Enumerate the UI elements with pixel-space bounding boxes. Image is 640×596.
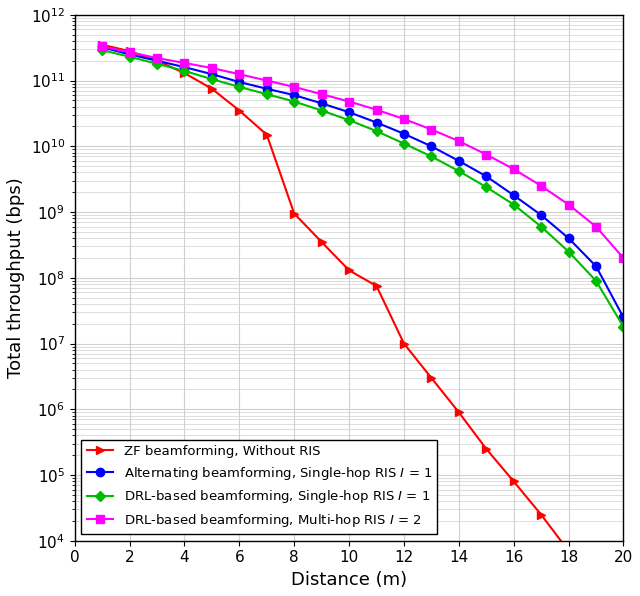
DRL-based beamforming, Single-hop RIS $I$ = 1 (428, 153, 435, 160)
Line: Alternating beamforming, Single-hop RIS $I$ = 1: Alternating beamforming, Single-hop RIS … (98, 43, 628, 321)
DRL-based beamforming, Multi-hop RIS $I$ = 2 (291, 83, 298, 91)
DRL-based beamforming, Single-hop RIS $I$ = 1 (483, 184, 490, 191)
ZF beamforming, Without RIS (125, 48, 133, 55)
Alternating beamforming, Single-hop RIS $I$ = 1 (180, 64, 188, 71)
DRL-based beamforming, Single-hop RIS $I$ = 1 (125, 53, 133, 60)
X-axis label: Distance (m): Distance (m) (291, 571, 407, 589)
ZF beamforming, Without RIS (263, 131, 271, 138)
Alternating beamforming, Single-hop RIS $I$ = 1 (538, 212, 545, 219)
ZF beamforming, Without RIS (208, 85, 216, 92)
DRL-based beamforming, Single-hop RIS $I$ = 1 (153, 60, 161, 67)
DRL-based beamforming, Single-hop RIS $I$ = 1 (372, 128, 380, 135)
DRL-based beamforming, Multi-hop RIS $I$ = 2 (455, 138, 463, 145)
DRL-based beamforming, Multi-hop RIS $I$ = 2 (428, 126, 435, 133)
DRL-based beamforming, Single-hop RIS $I$ = 1 (263, 91, 271, 98)
DRL-based beamforming, Single-hop RIS $I$ = 1 (620, 323, 627, 330)
DRL-based beamforming, Multi-hop RIS $I$ = 2 (483, 151, 490, 158)
ZF beamforming, Without RIS (538, 511, 545, 518)
Line: ZF beamforming, Without RIS: ZF beamforming, Without RIS (98, 41, 628, 596)
ZF beamforming, Without RIS (428, 374, 435, 381)
ZF beamforming, Without RIS (345, 267, 353, 274)
Alternating beamforming, Single-hop RIS $I$ = 1 (510, 192, 518, 199)
ZF beamforming, Without RIS (483, 445, 490, 452)
Alternating beamforming, Single-hop RIS $I$ = 1 (125, 51, 133, 58)
ZF beamforming, Without RIS (318, 238, 326, 246)
DRL-based beamforming, Single-hop RIS $I$ = 1 (236, 83, 243, 91)
Alternating beamforming, Single-hop RIS $I$ = 1 (620, 314, 627, 321)
DRL-based beamforming, Single-hop RIS $I$ = 1 (208, 76, 216, 83)
DRL-based beamforming, Single-hop RIS $I$ = 1 (400, 140, 408, 147)
Alternating beamforming, Single-hop RIS $I$ = 1 (592, 263, 600, 270)
Line: DRL-based beamforming, Multi-hop RIS $I$ = 2: DRL-based beamforming, Multi-hop RIS $I$… (98, 42, 628, 262)
DRL-based beamforming, Multi-hop RIS $I$ = 2 (180, 60, 188, 67)
Alternating beamforming, Single-hop RIS $I$ = 1 (153, 57, 161, 64)
Alternating beamforming, Single-hop RIS $I$ = 1 (263, 85, 271, 92)
DRL-based beamforming, Multi-hop RIS $I$ = 2 (620, 254, 627, 262)
DRL-based beamforming, Single-hop RIS $I$ = 1 (345, 117, 353, 124)
ZF beamforming, Without RIS (153, 57, 161, 64)
ZF beamforming, Without RIS (510, 478, 518, 485)
DRL-based beamforming, Single-hop RIS $I$ = 1 (564, 248, 572, 255)
DRL-based beamforming, Multi-hop RIS $I$ = 2 (236, 70, 243, 77)
DRL-based beamforming, Single-hop RIS $I$ = 1 (291, 98, 298, 105)
Legend: ZF beamforming, Without RIS, Alternating beamforming, Single-hop RIS $I$ = 1, DR: ZF beamforming, Without RIS, Alternating… (81, 440, 438, 534)
DRL-based beamforming, Multi-hop RIS $I$ = 2 (208, 64, 216, 72)
DRL-based beamforming, Single-hop RIS $I$ = 1 (538, 223, 545, 230)
DRL-based beamforming, Multi-hop RIS $I$ = 2 (592, 223, 600, 230)
DRL-based beamforming, Multi-hop RIS $I$ = 2 (263, 77, 271, 84)
DRL-based beamforming, Multi-hop RIS $I$ = 2 (99, 43, 106, 50)
DRL-based beamforming, Multi-hop RIS $I$ = 2 (400, 116, 408, 123)
ZF beamforming, Without RIS (455, 409, 463, 416)
ZF beamforming, Without RIS (291, 210, 298, 217)
DRL-based beamforming, Multi-hop RIS $I$ = 2 (125, 49, 133, 56)
Y-axis label: Total throughput (bps): Total throughput (bps) (7, 178, 25, 378)
ZF beamforming, Without RIS (372, 283, 380, 290)
ZF beamforming, Without RIS (236, 107, 243, 114)
Alternating beamforming, Single-hop RIS $I$ = 1 (564, 235, 572, 242)
Alternating beamforming, Single-hop RIS $I$ = 1 (318, 100, 326, 107)
DRL-based beamforming, Multi-hop RIS $I$ = 2 (564, 201, 572, 208)
Alternating beamforming, Single-hop RIS $I$ = 1 (99, 44, 106, 51)
Alternating beamforming, Single-hop RIS $I$ = 1 (372, 119, 380, 126)
DRL-based beamforming, Single-hop RIS $I$ = 1 (318, 107, 326, 114)
Line: DRL-based beamforming, Single-hop RIS $I$ = 1: DRL-based beamforming, Single-hop RIS $I… (99, 46, 627, 330)
ZF beamforming, Without RIS (564, 547, 572, 554)
ZF beamforming, Without RIS (400, 340, 408, 347)
ZF beamforming, Without RIS (99, 41, 106, 48)
DRL-based beamforming, Multi-hop RIS $I$ = 2 (318, 91, 326, 98)
Alternating beamforming, Single-hop RIS $I$ = 1 (236, 79, 243, 86)
Alternating beamforming, Single-hop RIS $I$ = 1 (291, 92, 298, 99)
ZF beamforming, Without RIS (180, 70, 188, 77)
DRL-based beamforming, Single-hop RIS $I$ = 1 (510, 201, 518, 208)
Alternating beamforming, Single-hop RIS $I$ = 1 (455, 157, 463, 164)
Alternating beamforming, Single-hop RIS $I$ = 1 (428, 142, 435, 150)
DRL-based beamforming, Multi-hop RIS $I$ = 2 (153, 54, 161, 61)
Alternating beamforming, Single-hop RIS $I$ = 1 (208, 70, 216, 77)
ZF beamforming, Without RIS (592, 583, 600, 590)
DRL-based beamforming, Single-hop RIS $I$ = 1 (455, 167, 463, 175)
DRL-based beamforming, Multi-hop RIS $I$ = 2 (372, 106, 380, 113)
Alternating beamforming, Single-hop RIS $I$ = 1 (345, 108, 353, 116)
DRL-based beamforming, Single-hop RIS $I$ = 1 (180, 67, 188, 74)
DRL-based beamforming, Multi-hop RIS $I$ = 2 (345, 98, 353, 105)
Alternating beamforming, Single-hop RIS $I$ = 1 (483, 173, 490, 180)
DRL-based beamforming, Single-hop RIS $I$ = 1 (592, 277, 600, 284)
DRL-based beamforming, Single-hop RIS $I$ = 1 (99, 46, 106, 54)
DRL-based beamforming, Multi-hop RIS $I$ = 2 (538, 182, 545, 190)
Alternating beamforming, Single-hop RIS $I$ = 1 (400, 130, 408, 137)
DRL-based beamforming, Multi-hop RIS $I$ = 2 (510, 166, 518, 173)
